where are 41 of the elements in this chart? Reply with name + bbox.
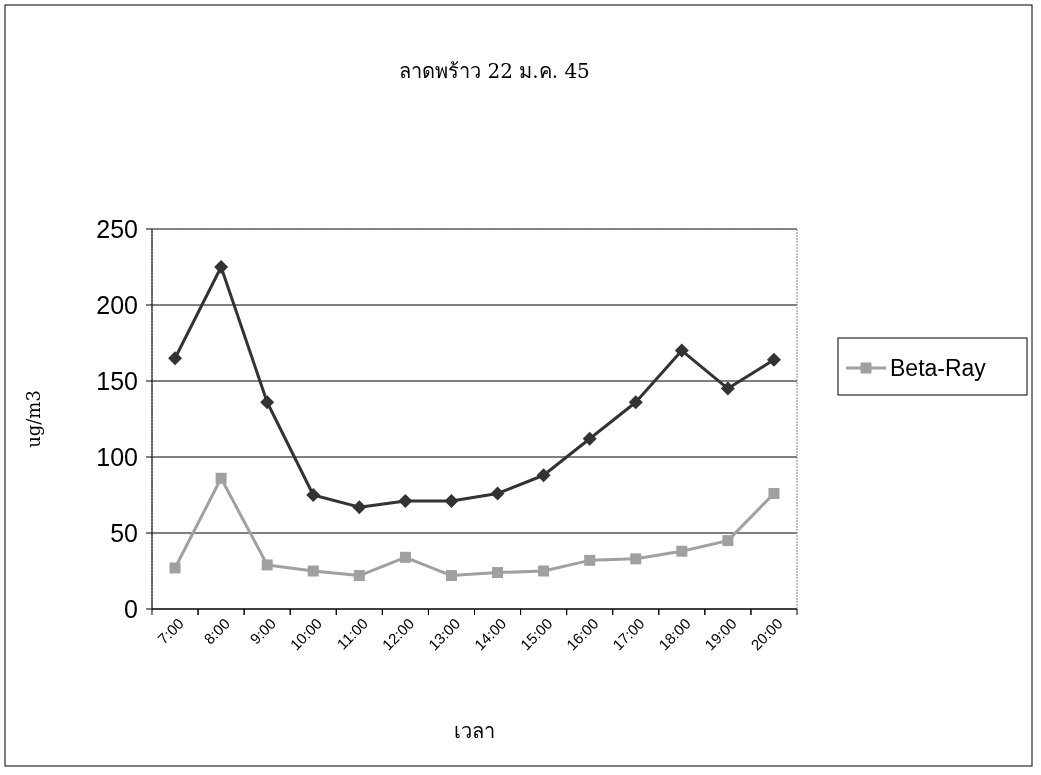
y-tick-label: 200 (96, 290, 138, 319)
point (398, 494, 413, 509)
y-tick-label: 250 (96, 214, 138, 243)
point (676, 545, 688, 557)
point (214, 260, 229, 274)
point (306, 488, 321, 502)
point (582, 431, 597, 446)
x-axis-title: เวลา (454, 719, 495, 743)
x-tick-label: 9:00 (246, 614, 280, 648)
point (490, 486, 505, 501)
point (768, 487, 780, 499)
point (444, 494, 459, 509)
y-tick-label: 0 (124, 594, 138, 623)
y-tick-label: 50 (110, 518, 138, 547)
y-axis-title: ug/m3 (23, 390, 44, 448)
point (352, 500, 367, 515)
x-tick-label: 8:00 (200, 614, 233, 648)
point (722, 535, 734, 547)
point (492, 567, 504, 579)
point (399, 551, 411, 563)
x-tick-label: 7:00 (154, 614, 187, 648)
point (538, 565, 550, 577)
point (674, 343, 689, 358)
point (307, 565, 319, 577)
y-tick-label: 100 (96, 442, 138, 471)
point (766, 352, 781, 367)
chart-title: ลาดพร้าว 22 ม.ค. 45 (399, 59, 590, 83)
y-tick-label: 150 (96, 366, 138, 395)
point (630, 553, 642, 565)
point (261, 559, 273, 571)
point (260, 395, 275, 410)
point (720, 381, 735, 396)
point (584, 554, 596, 566)
point (536, 468, 551, 483)
point (628, 395, 643, 410)
point (169, 562, 181, 574)
point (168, 351, 183, 366)
legend-label: Beta-Ray (890, 355, 987, 382)
point (215, 472, 227, 484)
point (445, 570, 457, 582)
point (353, 570, 365, 582)
